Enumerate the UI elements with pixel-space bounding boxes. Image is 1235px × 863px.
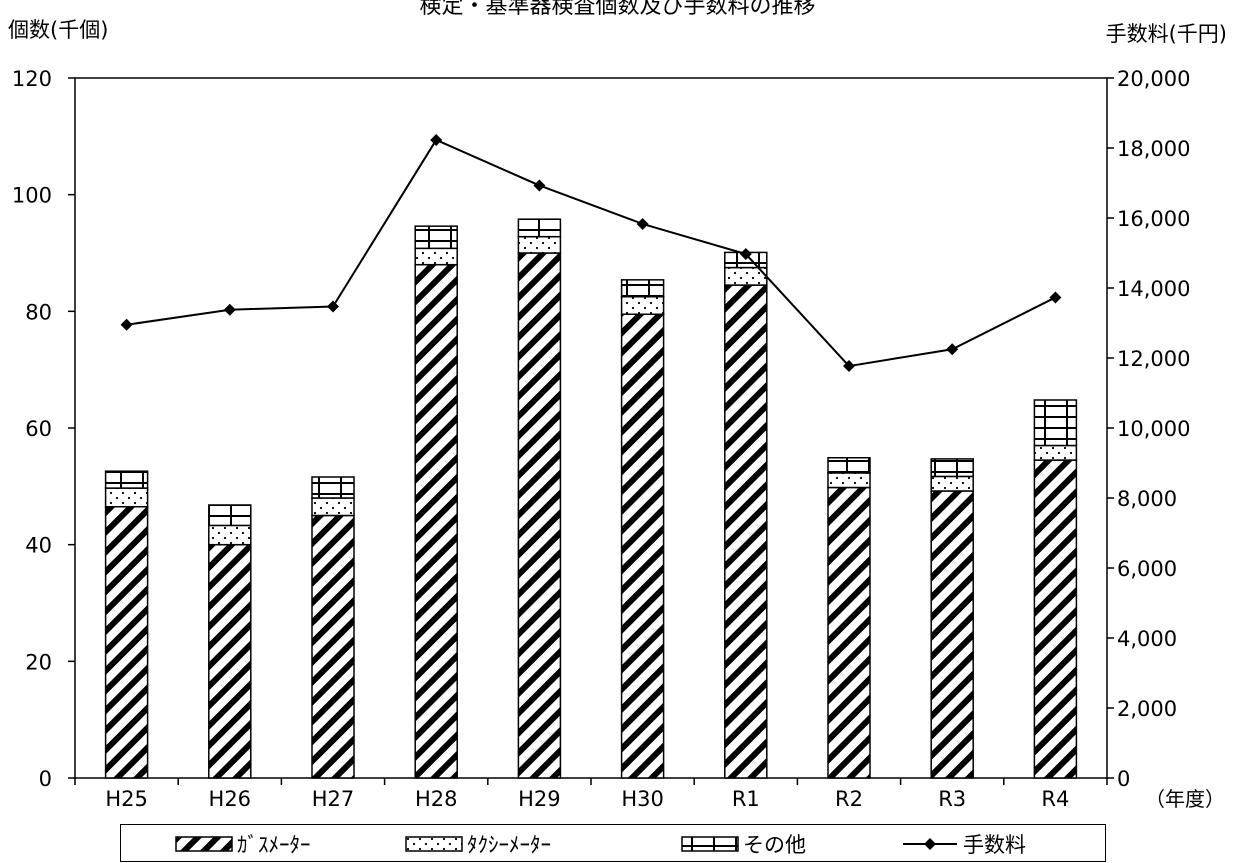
- bar-segment-H28-s1: [414, 247, 458, 266]
- x-axis-label-R2: R2: [835, 787, 863, 811]
- left-axis-tick-label: 80: [25, 300, 52, 324]
- bar-segment-H28-s0: [414, 263, 458, 779]
- fee-line: [126, 138, 1056, 368]
- fee-marker-H30: [636, 217, 649, 230]
- x-axis-label-H25: H25: [105, 787, 148, 811]
- legend-swatch-line: [903, 838, 957, 850]
- bar-segment-H30-s0: [620, 313, 665, 779]
- left-axis-tick-label: 120: [12, 67, 52, 91]
- chart-title: 検定・基準器検査個数及び手数料の推移: [419, 0, 816, 19]
- right-axis-tick-label: 10,000: [1117, 417, 1190, 441]
- left-axis-title: 個数(千個): [8, 18, 109, 42]
- fee-marker-R2: [843, 360, 855, 373]
- left-axis-tick-label: 60: [25, 417, 52, 441]
- x-axis-label-R1: R1: [732, 787, 760, 811]
- right-axis-tick-label: 14,000: [1117, 277, 1190, 301]
- fee-marker-H27: [327, 300, 339, 313]
- bar-segment-R3-s1: [930, 475, 974, 492]
- bar-segment-H26-s0: [208, 543, 252, 779]
- bar-segment-H29-s1: [517, 235, 562, 254]
- bar-segment-H30-s1: [620, 296, 665, 315]
- bar-segment-H25-s2: [104, 470, 149, 489]
- x-axis-label-H28: H28: [415, 787, 458, 811]
- right-axis-tick-label: 0: [1117, 767, 1130, 791]
- x-axis-label-R3: R3: [938, 787, 966, 811]
- fee-marker-H26: [223, 303, 236, 316]
- x-axis-label-H29: H29: [518, 787, 561, 811]
- bar-segment-R4-s2: [1033, 399, 1078, 447]
- legend-label-other: その他: [743, 833, 806, 857]
- legend-swatch-hatch: [175, 836, 233, 852]
- bar-segment-H25-s1: [104, 487, 149, 508]
- right-axis-title: 手数料(千円): [1105, 22, 1227, 46]
- x-axis-unit-label: （年度）: [1145, 787, 1225, 811]
- fee-marker-H25: [120, 318, 133, 331]
- x-axis-label-R4: R4: [1041, 787, 1069, 811]
- bar-segment-R2-s0: [827, 486, 871, 779]
- fee-marker-R1: [739, 248, 752, 261]
- bar-segment-H25-s0: [104, 506, 149, 779]
- right-axis-tick-label: 4,000: [1117, 627, 1177, 651]
- right-axis-tick-label: 16,000: [1117, 207, 1190, 231]
- bar-segment-R4-s0: [1033, 459, 1078, 779]
- legend-item-fee: 手数料: [901, 832, 1026, 857]
- bar-segment-R1-s0: [724, 284, 768, 779]
- bar-segment-H27-s2: [311, 476, 355, 499]
- bar-segment-H27-s0: [311, 514, 355, 779]
- bar-segment-H26-s1: [208, 524, 252, 546]
- legend-item-other: その他: [681, 832, 806, 857]
- left-axis-tick-label: 100: [12, 184, 52, 208]
- x-axis-label-H30: H30: [621, 787, 664, 811]
- legend-swatch-dots: [405, 836, 463, 852]
- bar-segment-H27-s1: [311, 497, 355, 517]
- legend-swatch-grid: [681, 836, 739, 852]
- x-axis-label-H26: H26: [209, 787, 252, 811]
- fee-marker-R3: [946, 343, 959, 356]
- fee-marker-R4: [1049, 291, 1062, 304]
- bar-segment-H29-s2: [517, 218, 562, 238]
- bar-segment-R2-s2: [827, 457, 871, 474]
- bar-segment-H28-s2: [414, 225, 458, 250]
- right-axis-tick-label: 8,000: [1117, 487, 1177, 511]
- right-axis-tick-label: 12,000: [1117, 347, 1190, 371]
- fee-marker-H29: [533, 179, 546, 192]
- left-axis-tick-label: 0: [39, 767, 52, 791]
- fee-marker-H28: [430, 133, 443, 146]
- bar-segment-R4-s1: [1033, 444, 1078, 461]
- bar-segment-R3-s0: [930, 490, 974, 779]
- legend-label-taxi-meter: ﾀｸｼｰﾒｰﾀｰ: [467, 833, 551, 857]
- left-axis-tick-label: 40: [25, 534, 52, 558]
- legend-item-taxi-meter: ﾀｸｼｰﾒｰﾀｰ: [405, 832, 551, 857]
- legend: ｶﾞｽﾒｰﾀｰ ﾀｸｼｰﾒｰﾀｰ その他 手数料: [120, 824, 1106, 862]
- right-axis-tick-label: 2,000: [1117, 697, 1177, 721]
- right-axis-tick-label: 20,000: [1117, 67, 1190, 91]
- legend-item-gas-meter: ｶﾞｽﾒｰﾀｰ: [175, 832, 311, 857]
- legend-label-fee: 手数料: [963, 833, 1026, 857]
- bar-segment-H29-s0: [517, 252, 562, 779]
- bar-segment-H26-s2: [208, 504, 252, 527]
- right-axis-tick-label: 6,000: [1117, 557, 1177, 581]
- bar-segment-R2-s1: [827, 472, 871, 489]
- bar-segment-R3-s2: [930, 458, 974, 478]
- bar-segment-H30-s2: [620, 279, 665, 298]
- left-axis-tick-label: 20: [25, 650, 52, 674]
- right-axis-tick-label: 18,000: [1117, 137, 1190, 161]
- x-axis-label-H27: H27: [312, 787, 355, 811]
- legend-label-gas-meter: ｶﾞｽﾒｰﾀｰ: [237, 833, 311, 857]
